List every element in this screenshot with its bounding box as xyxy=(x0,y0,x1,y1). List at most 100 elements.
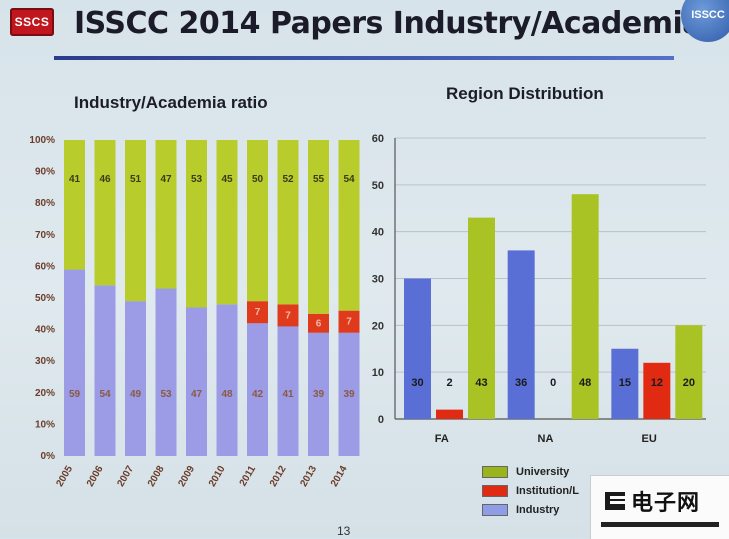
y-tick-label: 20 xyxy=(372,320,384,332)
bar-segment xyxy=(186,140,207,308)
data-label: 0 xyxy=(550,377,556,389)
bar-segment xyxy=(277,140,299,305)
watermark: 电子网 xyxy=(590,475,729,539)
bar-segment xyxy=(125,301,146,456)
legend-item-university: University xyxy=(482,462,579,481)
y-tick-label: 70% xyxy=(35,230,55,241)
data-label: 53 xyxy=(191,174,203,185)
data-label: 12 xyxy=(651,377,663,389)
y-tick-label: 10% xyxy=(35,419,55,430)
data-label: 51 xyxy=(130,174,142,185)
bar-segment xyxy=(94,140,116,286)
slide-title: ISSCC 2014 Papers Industry/Academia xyxy=(74,6,703,41)
x-tick-label: FA xyxy=(435,433,449,445)
y-tick-label: 60 xyxy=(372,133,384,145)
bar-segment xyxy=(338,310,360,333)
data-label: 49 xyxy=(130,389,142,400)
bar xyxy=(468,217,495,419)
y-tick-label: 0 xyxy=(378,414,384,426)
page-number: 13 xyxy=(337,524,351,538)
y-tick-label: 10 xyxy=(372,367,384,379)
data-label: 54 xyxy=(343,174,355,185)
data-label: 7 xyxy=(255,307,261,318)
bar-segment xyxy=(308,332,329,456)
bar-segment xyxy=(216,304,238,456)
data-label: 55 xyxy=(313,174,325,185)
bar-segment xyxy=(64,140,85,270)
bar-segment xyxy=(64,269,85,456)
data-label: 7 xyxy=(346,317,352,328)
data-label: 59 xyxy=(69,389,81,400)
bar-segment xyxy=(155,140,177,289)
x-tick-label: 2012 xyxy=(268,464,289,489)
isscc-logo: ISSCC xyxy=(681,0,729,42)
left-chart-title: Industry/Academia ratio xyxy=(74,93,268,112)
bar xyxy=(507,250,535,419)
watermark-text: 电子网 xyxy=(631,491,701,516)
bar-segment xyxy=(338,140,360,311)
bar-segment xyxy=(94,285,116,456)
x-tick-label: 2014 xyxy=(329,464,350,489)
y-tick-label: 0% xyxy=(41,451,56,462)
y-tick-label: 20% xyxy=(35,388,55,399)
y-tick-label: 40% xyxy=(35,325,55,336)
data-label: 2 xyxy=(446,377,452,389)
bar xyxy=(571,194,599,419)
data-label: 48 xyxy=(579,377,591,389)
x-tick-label: 2007 xyxy=(115,464,136,489)
legend-swatch xyxy=(482,465,508,478)
data-label: 7 xyxy=(285,310,291,321)
bar-segment xyxy=(277,326,299,456)
x-tick-label: 2011 xyxy=(238,464,259,489)
bar-segment xyxy=(125,140,146,302)
data-label: 43 xyxy=(475,377,487,389)
title-underline xyxy=(54,56,674,60)
bar-segment xyxy=(308,140,329,314)
right-chart-title: Region Distribution xyxy=(446,84,604,103)
y-tick-label: 100% xyxy=(29,135,55,146)
x-tick-label: NA xyxy=(538,433,554,445)
legend-label: University xyxy=(516,465,570,478)
bar-segment xyxy=(186,307,207,456)
bar xyxy=(675,325,703,419)
data-label: 47 xyxy=(191,389,203,400)
data-label: 15 xyxy=(619,377,631,389)
x-tick-label: 2013 xyxy=(298,464,319,489)
x-tick-label: EU xyxy=(642,433,657,445)
y-tick-label: 80% xyxy=(35,198,55,209)
data-label: 20 xyxy=(683,377,695,389)
watermark-bar xyxy=(601,522,719,527)
y-tick-label: 50 xyxy=(372,180,384,192)
data-label: 48 xyxy=(221,389,233,400)
data-label: 42 xyxy=(252,389,264,400)
data-label: 47 xyxy=(160,174,172,185)
data-label: 46 xyxy=(99,174,111,185)
data-label: 53 xyxy=(160,389,172,400)
y-tick-label: 30 xyxy=(372,274,384,286)
region-legend: University Institution/L Industry xyxy=(482,462,579,519)
legend-label: Institution/L xyxy=(516,484,579,497)
data-label: 36 xyxy=(515,377,527,389)
legend-swatch xyxy=(482,484,508,497)
bar xyxy=(436,409,463,419)
legend-swatch xyxy=(482,503,508,516)
bar-segment xyxy=(247,323,268,456)
legend-label: Industry xyxy=(516,503,560,516)
data-label: 6 xyxy=(316,318,322,329)
legend-item-industry: Industry xyxy=(482,500,579,519)
data-label: 52 xyxy=(282,174,294,185)
bar xyxy=(643,362,671,419)
bar-segment xyxy=(338,332,360,456)
data-label: 39 xyxy=(313,389,325,400)
x-tick-label: 2009 xyxy=(176,464,197,489)
y-tick-label: 60% xyxy=(35,261,55,272)
data-label: 54 xyxy=(99,389,111,400)
bar-segment xyxy=(155,288,177,456)
y-tick-label: 90% xyxy=(35,167,55,178)
data-label: 41 xyxy=(282,389,294,400)
data-label: 41 xyxy=(69,174,81,185)
y-tick-label: 40 xyxy=(372,227,384,239)
data-label: 50 xyxy=(252,174,264,185)
